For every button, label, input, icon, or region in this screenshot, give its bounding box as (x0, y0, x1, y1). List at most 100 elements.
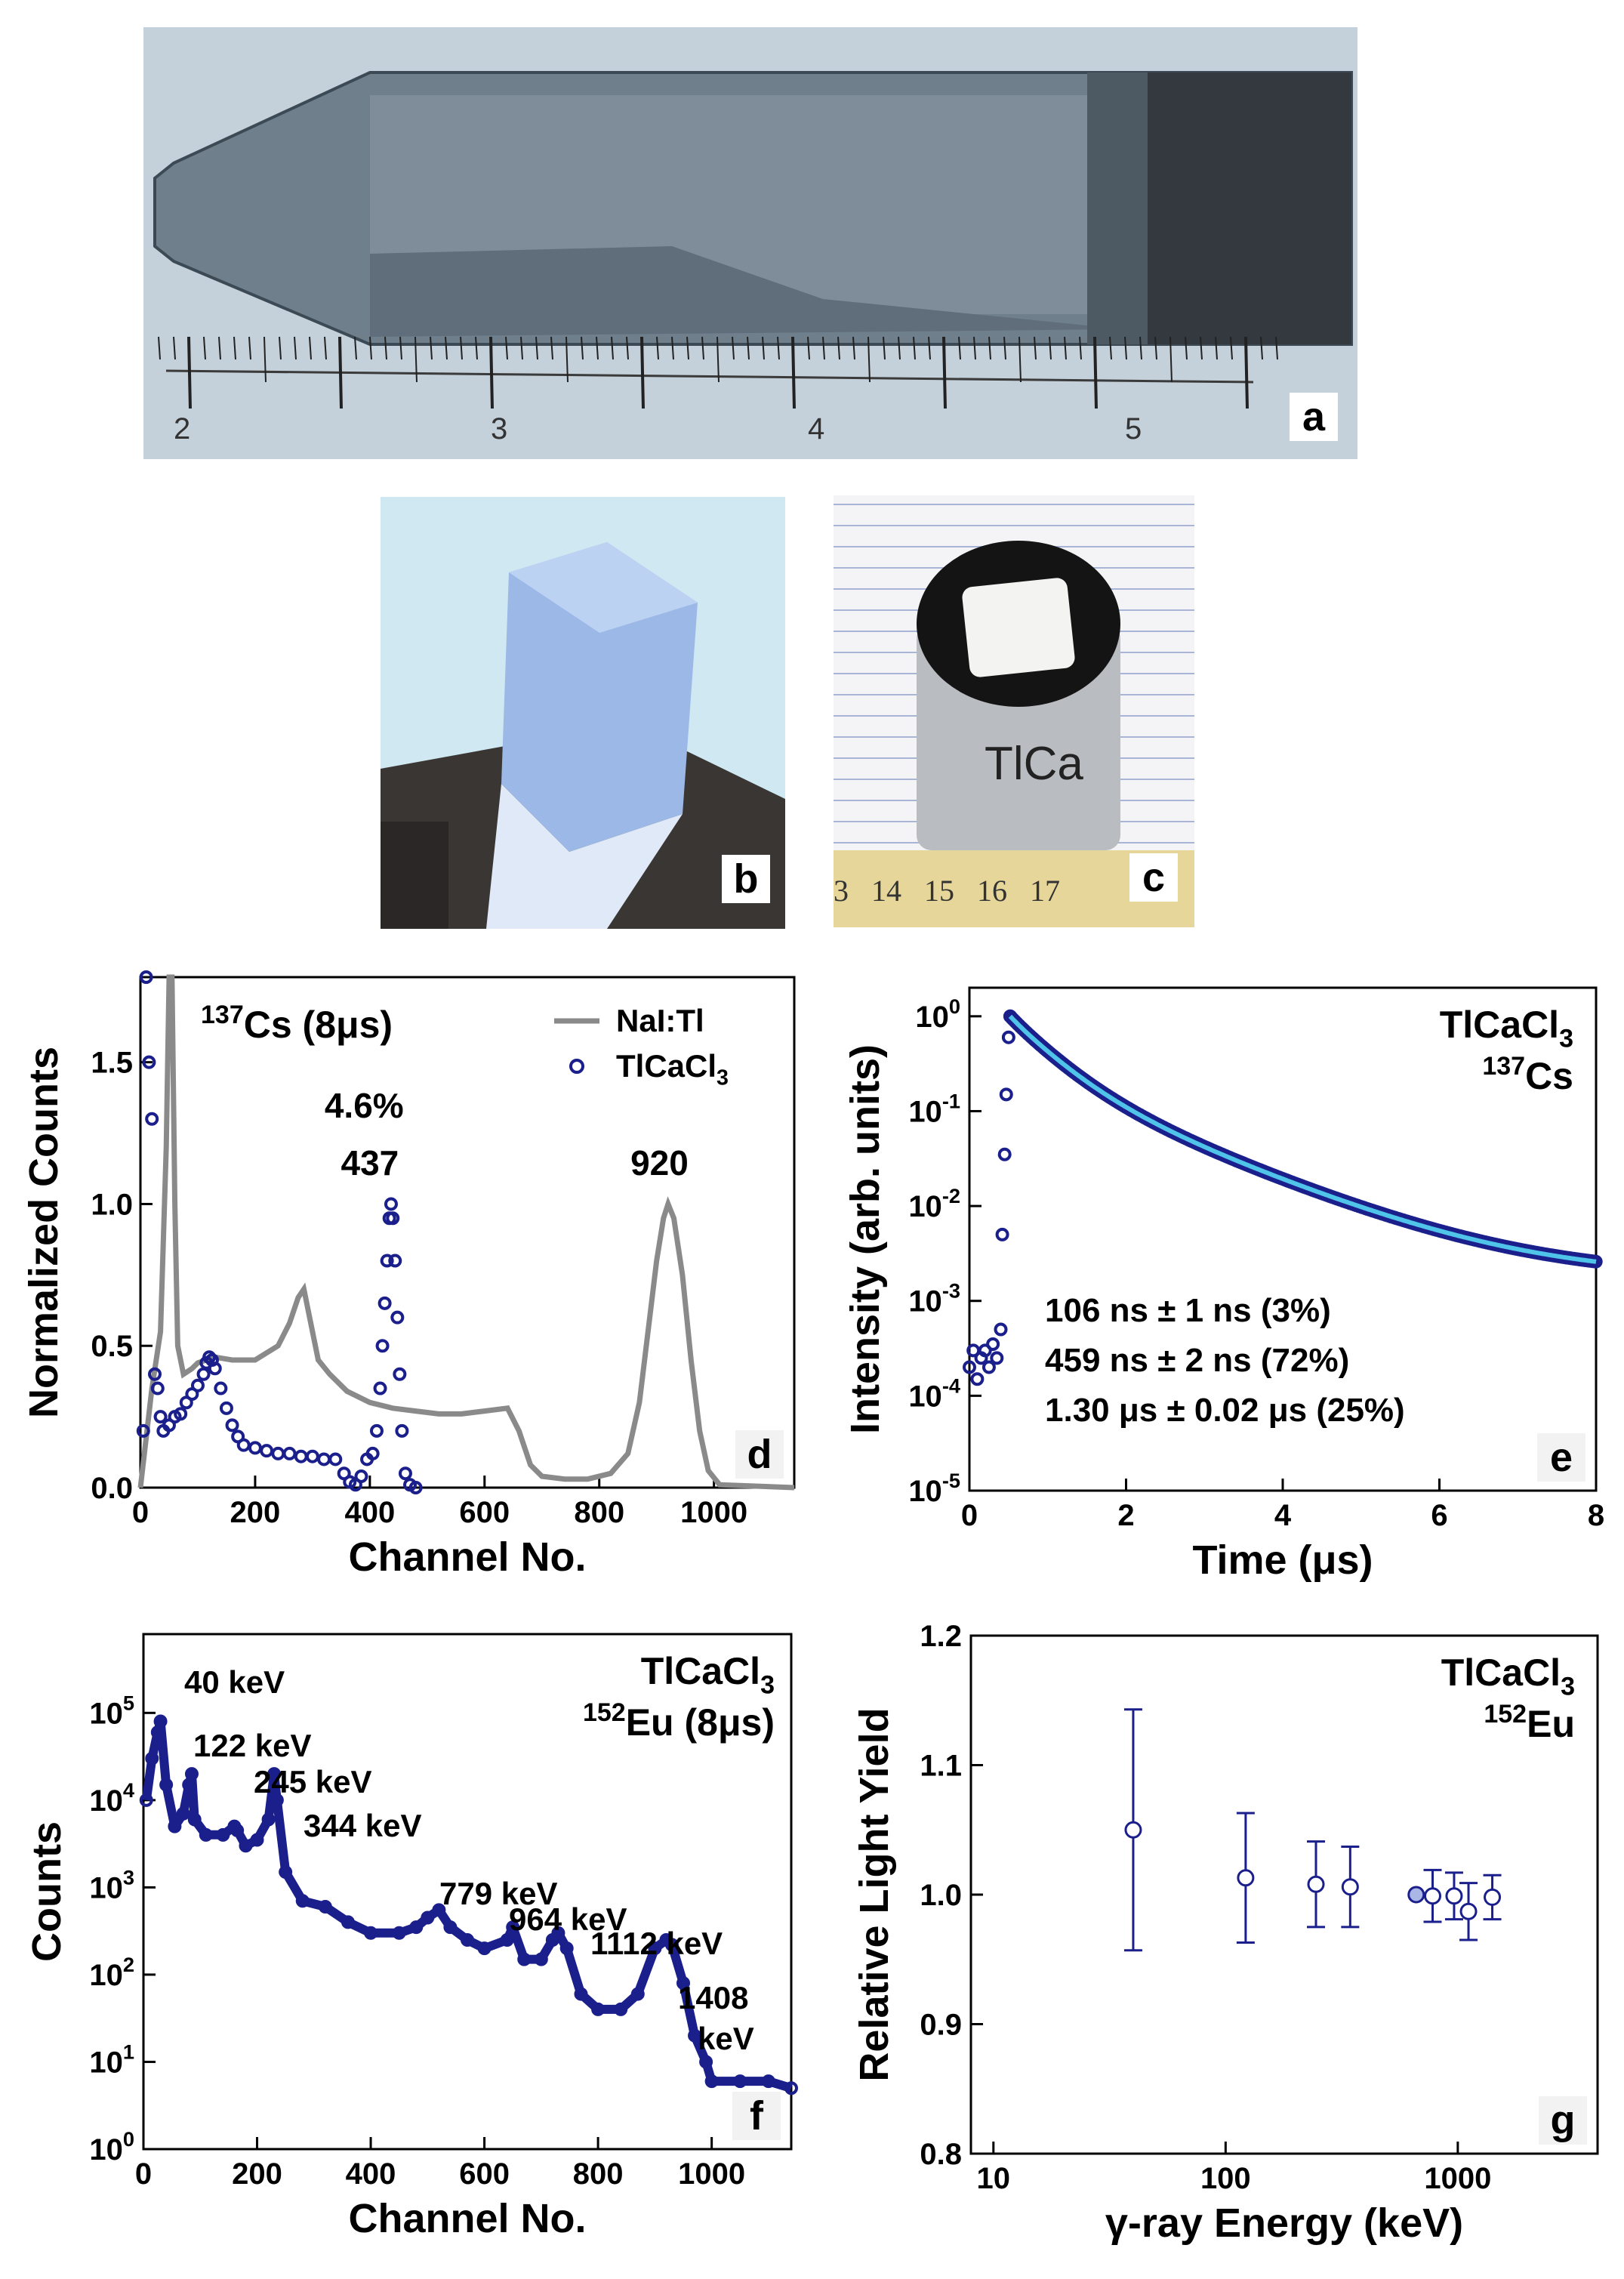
x-tick-label-g: 1000 (1424, 2162, 1491, 2195)
ruler-tick-a (1079, 336, 1082, 360)
ruler-tick-a (279, 336, 282, 360)
x-tick-label-f: 1000 (678, 2157, 745, 2191)
fit-curve-e (1008, 1014, 1597, 1264)
ruler-number-4: 4 (808, 412, 825, 446)
ruler-tick-a (203, 336, 206, 360)
ruler-tick-a (475, 336, 478, 360)
data-point-tlcacl3-d (248, 1441, 262, 1455)
data-point-tlcacl3-d (260, 1444, 274, 1458)
ruler-tick-a (505, 336, 508, 360)
data-point-rise-e (1003, 1009, 1017, 1023)
y-axis-label-f: Counts (24, 1821, 69, 1962)
data-point-ly-g (1307, 1875, 1325, 1893)
ruler-tick-a (565, 336, 569, 383)
x-tick-label-e: 4 (1274, 1499, 1292, 1532)
ruler-tick-a (1215, 336, 1218, 360)
data-point-tlcacl3-d (373, 1381, 387, 1395)
y-tick-label-g: 1.1 (920, 1750, 962, 1783)
photo-a-crystal-ingot: 2 3 4 5 a (143, 27, 1357, 459)
ruler-tick-a (1093, 336, 1098, 409)
ruler-tick-a (1230, 336, 1233, 360)
chart-e: 0 2 4 6 8 10-5 10-4 10-3 10-2 10-1 100 Time (μs) Int… (843, 986, 1604, 1583)
data-point-tlcacl3-d (214, 1381, 228, 1395)
x-axis-label-e: Time (μs) (1192, 1537, 1373, 1583)
data-point-ly-g (1445, 1887, 1463, 1905)
ruler-tick-a (988, 336, 991, 360)
x-tick-label-f: 600 (459, 2157, 510, 2191)
ruler-tick-a (233, 336, 236, 360)
ruler-tick-a (1064, 336, 1067, 360)
x-tick-label-d: 600 (459, 1496, 510, 1529)
ruler-c-16: 16 (977, 874, 1007, 908)
data-point-tlcacl3-d (317, 1452, 331, 1466)
data-point-rise-e (970, 1372, 985, 1386)
data-point-ly-g (1459, 1902, 1478, 1920)
spectrum-band-f (141, 1716, 793, 2092)
ruler-tick-a (762, 336, 765, 360)
peak-annotation-f: 964 keV (509, 1901, 627, 1937)
legend-swatch-tlcacl3 (569, 1059, 584, 1074)
ruler-tick-a (913, 336, 916, 360)
data-point-tlcacl3-d (282, 1446, 297, 1460)
ruler-tick-a (791, 336, 796, 409)
data-point-rise-e (995, 1227, 1009, 1241)
chart-title-g: TlCaCl3 (1441, 1651, 1575, 1701)
data-point-tlcacl3-d (294, 1449, 308, 1463)
data-point-tlcacl3-d (153, 1410, 168, 1424)
y-tick-label-e: 10-4 (908, 1374, 960, 1413)
ruler-c-15: 15 (924, 874, 954, 908)
plot-frame-d (139, 976, 796, 1489)
y-tick-label-e: 100 (915, 995, 960, 1034)
ruler-tick-a (187, 336, 192, 409)
ruler-tick-a (248, 336, 251, 360)
data-point-rise-e (963, 1360, 976, 1374)
chart-d: 0 200 400 600 800 1000 0.0 0.5 1.0 1.5 Channel No.… (21, 970, 796, 1580)
ruler-tick-a (1200, 336, 1203, 360)
ruler-tick-a (822, 336, 825, 360)
data-point-tlcacl3-d (145, 1112, 159, 1126)
ruler-tick-a (656, 336, 659, 360)
annotation-tau2: 459 ns ± 2 ns (72%) (1045, 1342, 1349, 1379)
ruler-tick-a (535, 336, 538, 360)
x-tick-label-d: 1000 (680, 1496, 747, 1529)
data-point-tlcacl3-d (236, 1438, 251, 1452)
peak-annotation-f: 122 keV (193, 1728, 311, 1763)
ruler-tick-a (1124, 336, 1127, 360)
peak-annotation-f: 1408 (678, 1980, 748, 2015)
data-point-ly-g (1341, 1878, 1359, 1896)
panel-label-e: e (1550, 1435, 1573, 1480)
series-nai-line (137, 974, 795, 1491)
data-point-tlcacl3-d (386, 1211, 400, 1226)
x-tick-label-d: 400 (344, 1496, 395, 1529)
crystal-drawing (381, 497, 785, 929)
ruler-tick-a (324, 336, 327, 360)
y-axis-label-e: Intensity (arb. units) (843, 1044, 888, 1434)
data-point-rise-e (999, 1087, 1013, 1102)
ruler-tick-a (1244, 336, 1249, 409)
ruler-tick-a (550, 336, 553, 360)
y-tick-label-f: 104 (89, 1778, 134, 1818)
ruler-tick-a (430, 336, 433, 360)
ruler-tick-a (867, 336, 871, 383)
data-point-tlcacl3-d (398, 1466, 412, 1481)
ruler-tick-a (1003, 336, 1006, 360)
annotation-tau3: 1.30 μs ± 0.02 μs (25%) (1045, 1392, 1405, 1429)
ruler-tick-a (883, 336, 886, 360)
panel-label-b: b (722, 855, 770, 903)
ruler-tick-a (732, 336, 735, 360)
ruler-tick-a (399, 336, 402, 360)
ruler-tick-a (942, 336, 947, 409)
ruler-tick-a (852, 336, 855, 360)
x-tick-label-g: 10 (977, 2162, 1011, 2195)
panel-label-g: g (1551, 2098, 1576, 2143)
y-tick-label-g: 0.8 (920, 2138, 962, 2171)
ruler-c-17: 17 (1030, 874, 1060, 908)
ruler-tick-a (338, 336, 343, 409)
data-point-tlcacl3-d (388, 1254, 402, 1268)
y-tick-label-e: 10-5 (908, 1469, 960, 1508)
x-tick-label-e: 2 (1117, 1499, 1134, 1532)
data-point-tlcacl3-d (271, 1446, 285, 1460)
ruler-tick-a (1154, 336, 1157, 360)
data-point-tlcacl3-d (380, 1254, 394, 1268)
chart-title-d: 137Cs (8μs) (201, 1001, 393, 1046)
